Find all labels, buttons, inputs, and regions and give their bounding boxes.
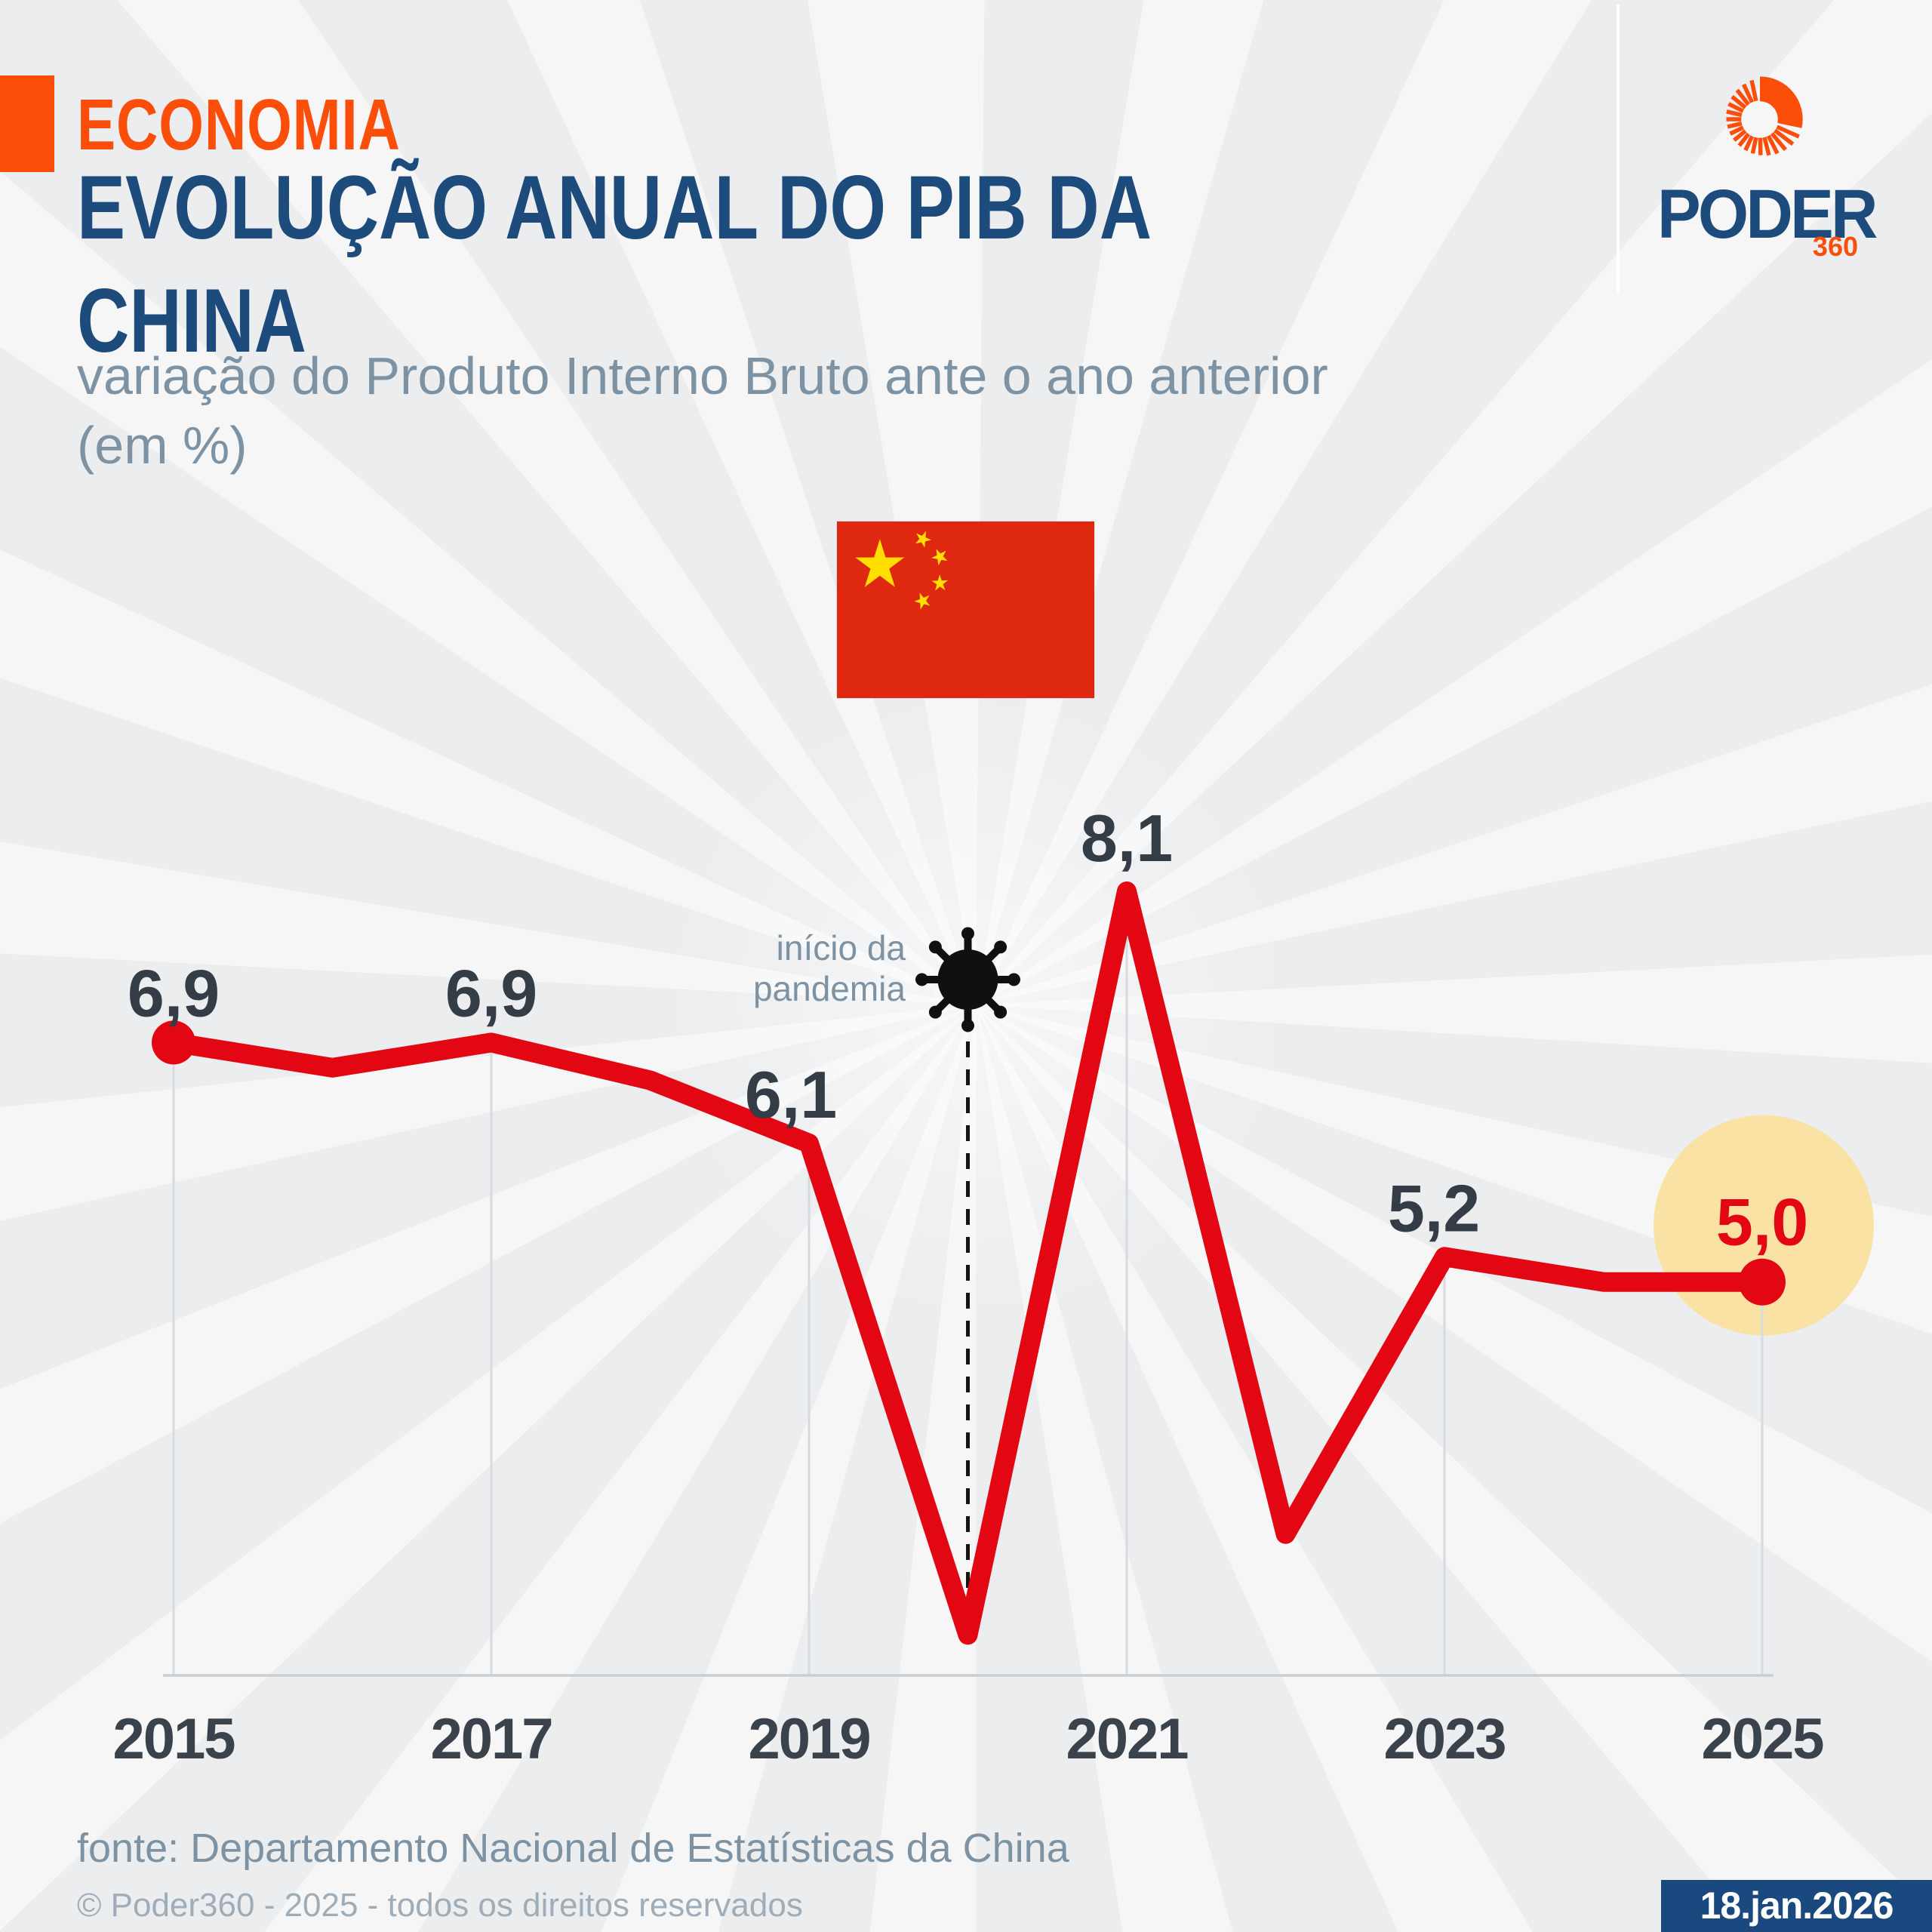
sunburst-ray [1750,137,1758,154]
x-tick-label: 2023 [1383,1707,1505,1771]
china-flag [837,521,1094,698]
virus-spike-tip [1008,973,1020,986]
page-subtitle: variação do Produto Interno Bruto ante o… [77,341,1328,480]
sunburst-ray [1743,135,1755,152]
source-note: fonte: Departamento Nacional de Estatíst… [77,1826,1069,1871]
pandemic-annotation-label: pandemia [753,969,906,1008]
pandemic-annotation-label: início da [777,928,906,968]
virus-spike-tip [915,973,928,986]
page-title: EVOLUÇÃO ANUAL DO PIB DA CHINA [77,151,1152,377]
sunburst-ray [1737,132,1750,147]
sunburst-ray [1770,132,1787,152]
poder360-sub-label: 360 [1812,231,1858,262]
kicker-label: ECONOMIA [77,85,401,165]
data-label: 6,9 [445,955,537,1030]
data-label: 8,1 [1081,801,1173,875]
poder360-wordmark: PODER [1657,176,1878,253]
title-line-2: CHINA [77,270,306,371]
sunburst-ray [1733,129,1747,142]
subtitle-line-1: variação do Produto Interno Bruto ante o… [77,346,1328,405]
virus-spike-tip [961,927,974,940]
sunburst-ray [1774,128,1795,146]
flag-small-star [931,574,949,591]
end-point-marker [1739,1258,1786,1306]
sunburst-ray [1727,121,1743,129]
date-badge: 18.jan.2026 [1661,1880,1932,1932]
data-label: 5,2 [1388,1171,1480,1245]
data-label: 5,0 [1716,1185,1808,1260]
coronavirus-icon [915,927,1020,1032]
virus-spike-tip [928,940,942,954]
sunburst-ray [1762,137,1771,156]
sunburst-ray [1726,109,1743,118]
title-line-1: EVOLUÇÃO ANUAL DO PIB DA [77,157,1152,258]
x-tick-label: 2021 [1066,1707,1188,1771]
sunburst-ray [1766,134,1780,155]
sunburst-ray [1735,88,1750,106]
flag-small-star [914,592,931,610]
virus-spike-tip [994,940,1008,954]
sunburst-ray [1749,79,1758,102]
x-tick-label: 2015 [112,1707,235,1771]
sunburst-wedge [1760,76,1803,128]
flag-large-star [855,539,905,587]
virus-spike-tip [961,1019,974,1032]
data-label: 6,9 [128,955,220,1030]
flag-small-star [931,549,948,566]
flag-small-star [915,531,931,548]
gdp-line [164,881,1772,1645]
sunburst-ray [1742,83,1755,103]
virus-body [937,949,998,1010]
kicker-square [0,75,54,172]
poder360-sunburst-icon [1726,76,1803,156]
x-tick-label: 2025 [1701,1707,1823,1771]
sunburst-ray [1729,125,1745,136]
x-tick-label: 2019 [748,1707,869,1771]
sunburst-ray [1776,125,1800,139]
x-tick-label: 2017 [430,1707,552,1771]
sunburst-ray [1727,102,1745,113]
virus-spike-tip [928,1005,942,1019]
virus-spike-tip [994,1005,1008,1019]
header-divider [1617,5,1620,294]
sunburst-ray [1730,94,1747,109]
data-label: 6,1 [745,1057,837,1132]
start-point-marker [152,1020,195,1065]
subtitle-line-2: (em %) [77,416,248,475]
copyright-note: © Poder360 - 2025 - todos os direitos re… [77,1887,803,1924]
